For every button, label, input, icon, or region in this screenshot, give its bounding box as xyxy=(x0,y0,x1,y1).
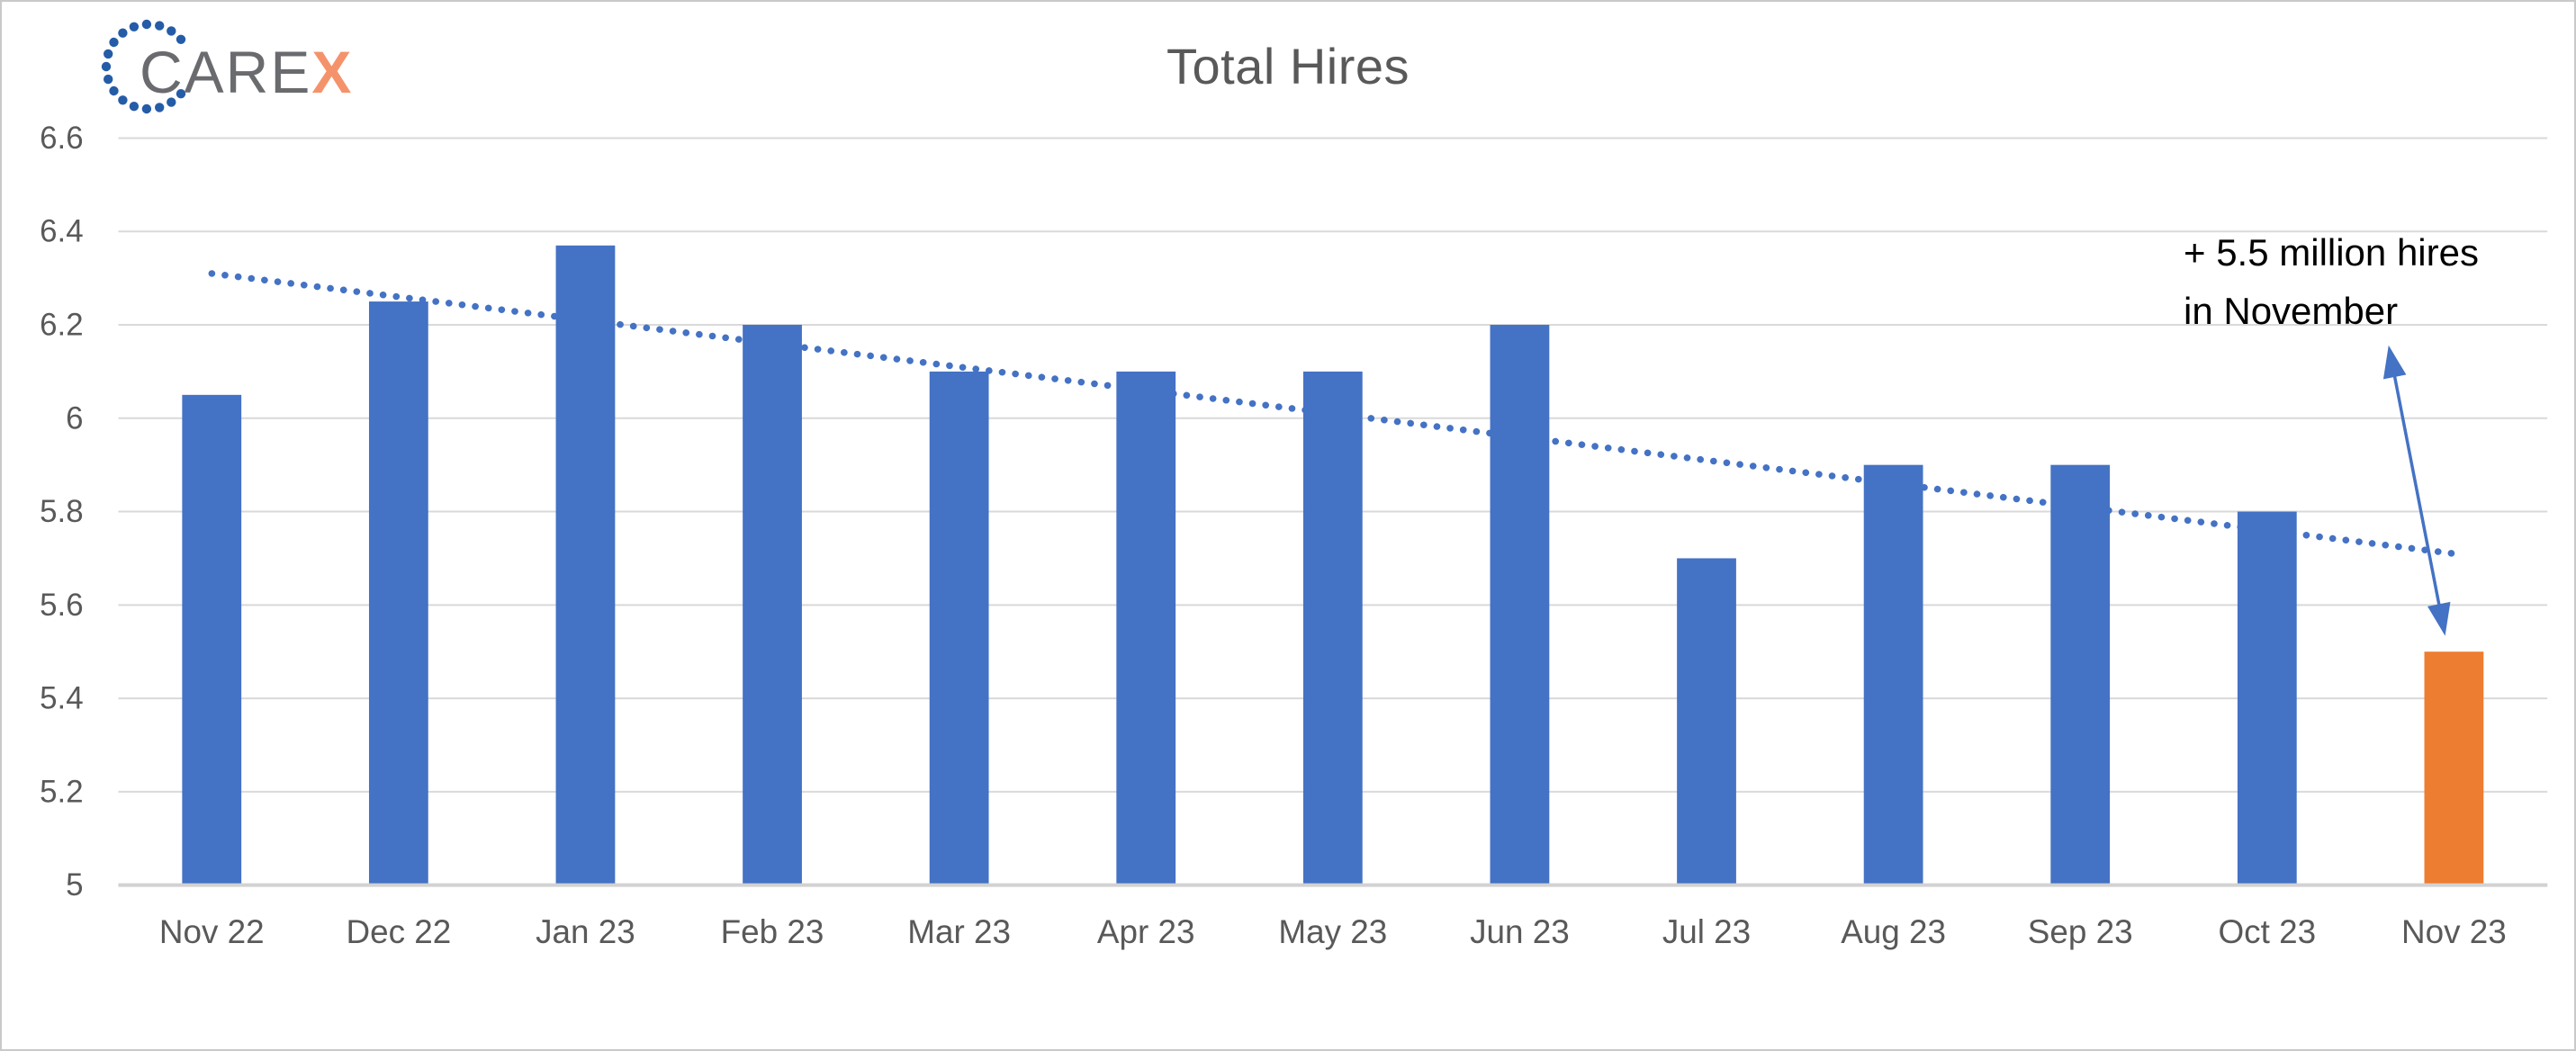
annotation-arrowhead-top xyxy=(2382,345,2407,380)
bar-feb-23 xyxy=(743,325,802,885)
logo-dot xyxy=(118,95,128,105)
logo-dot xyxy=(101,61,112,72)
x-tick-label-jun-23: Jun 23 xyxy=(1470,913,1570,950)
x-tick-label-nov-22: Nov 22 xyxy=(159,913,265,950)
x-tick-label-nov-23: Nov 23 xyxy=(2401,913,2507,950)
logo-dot xyxy=(176,34,186,44)
x-tick-label-apr-23: Apr 23 xyxy=(1097,913,1195,950)
bar-aug-23 xyxy=(1863,464,1923,885)
logo-dot xyxy=(104,74,113,85)
x-tick-label-aug-23: Aug 23 xyxy=(1841,913,1946,950)
bar-jun-23 xyxy=(1490,325,1550,885)
x-tick-label-jul-23: Jul 23 xyxy=(1662,913,1751,950)
logo-dot xyxy=(155,103,165,112)
y-tick-label: 6 xyxy=(66,400,83,436)
x-tick-label-may-23: May 23 xyxy=(1278,913,1387,950)
bar-mar-23 xyxy=(929,371,989,885)
x-tick-label-sep-23: Sep 23 xyxy=(2028,913,2133,950)
chart-title: Total Hires xyxy=(1166,38,1410,94)
logo-x-text: X xyxy=(311,39,352,105)
y-tick-label: 6.6 xyxy=(40,121,83,156)
dotted-circle-icon xyxy=(101,19,186,114)
annotation-arrowhead-bottom xyxy=(2427,601,2451,636)
bar-oct-23 xyxy=(2237,511,2297,885)
bar-nov-22 xyxy=(182,394,242,885)
annotation-arrow-shaft xyxy=(2391,371,2442,610)
logo-dot xyxy=(141,103,152,114)
logo-dot xyxy=(167,97,176,107)
annotation-callout: + 5.5 million hires in November xyxy=(2184,223,2479,340)
logo-dot xyxy=(118,28,128,38)
x-tick-label-mar-23: Mar 23 xyxy=(907,913,1011,950)
x-tick-label-feb-23: Feb 23 xyxy=(721,913,824,950)
logo-dot xyxy=(167,26,176,36)
y-tick-label: 5.4 xyxy=(40,681,83,716)
carex-logo: CAREX xyxy=(101,17,371,120)
annotation-line-2: in November xyxy=(2184,290,2399,332)
y-tick-label: 5.8 xyxy=(40,494,83,529)
logo-care-text: CARE xyxy=(140,39,312,105)
bar-may-23 xyxy=(1302,371,1363,885)
x-tick-label-jan-23: Jan 23 xyxy=(536,913,635,950)
logo-dot xyxy=(141,19,152,30)
bar-jan-23 xyxy=(555,245,616,885)
bar-apr-23 xyxy=(1116,371,1176,885)
annotation-line-1: + 5.5 million hires xyxy=(2184,231,2479,274)
y-tick-label: 6.4 xyxy=(40,214,83,249)
x-tick-label-oct-23: Oct 23 xyxy=(2219,913,2317,950)
y-tick-label: 5.2 xyxy=(40,774,83,809)
bar-jul-23 xyxy=(1677,558,1736,885)
logo-dot xyxy=(109,85,119,96)
logo-dot xyxy=(104,49,113,59)
logo-dot xyxy=(109,37,119,48)
logo-dot xyxy=(129,102,140,112)
logo-dot xyxy=(155,21,165,31)
bar-dec-22 xyxy=(368,301,428,885)
bar-sep-23 xyxy=(2050,464,2111,885)
y-tick-label: 6.2 xyxy=(40,308,83,343)
logo-text: CAREX xyxy=(140,42,351,102)
bar-nov-23 xyxy=(2424,651,2484,885)
y-tick-label: 5.6 xyxy=(40,588,83,623)
logo-dot xyxy=(129,22,140,31)
y-tick-label: 5 xyxy=(66,867,83,903)
logo-dot xyxy=(176,89,186,99)
x-tick-label-dec-22: Dec 22 xyxy=(346,913,451,950)
